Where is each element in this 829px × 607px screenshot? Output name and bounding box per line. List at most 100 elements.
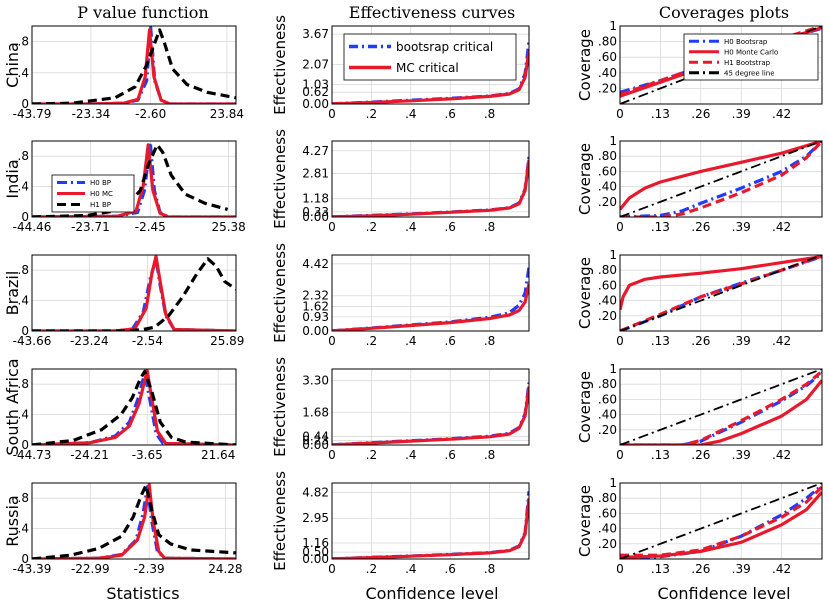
x-tick-label: .39 xyxy=(732,562,751,576)
series-line-h1-bootstrap xyxy=(620,255,822,331)
x-tick-label: .42 xyxy=(772,334,791,348)
y-tick-label: 4.27 xyxy=(302,144,329,158)
y-tick-label: 3.30 xyxy=(302,374,329,388)
y-tick-label: 0.93 xyxy=(302,310,329,324)
row-label-brazil: Brazil xyxy=(3,271,22,316)
x-tick-label: -2.60 xyxy=(135,107,166,121)
column-title-p-value: P value function xyxy=(77,3,208,22)
y-axis-label: Coverage xyxy=(576,29,594,101)
x-tick-label: .8 xyxy=(484,107,495,121)
x-tick-label: 0 xyxy=(328,220,336,234)
plot-frame xyxy=(31,140,237,218)
legend-box xyxy=(343,33,517,81)
y-tick-label: 0.00 xyxy=(302,324,329,338)
y-tick-label: 0.00 xyxy=(302,552,329,566)
series-line-45-degree-line xyxy=(620,141,822,217)
x-tick-label: .6 xyxy=(444,220,455,234)
legend-entry-label: H0 Bootsrap xyxy=(724,38,768,46)
y-tick-label: .40 xyxy=(598,66,617,80)
x-tick-label: .26 xyxy=(691,448,710,462)
x-tick-label: -43.39 xyxy=(13,562,52,576)
plot-area xyxy=(31,368,237,446)
x-tick-label: .4 xyxy=(405,334,416,348)
y-tick-label: 1 xyxy=(609,362,617,376)
series-group xyxy=(332,41,529,104)
x-tick-label: .6 xyxy=(444,448,455,462)
panel-russia-1: 0 .2 .4 .6 .8 0.000.501.16 2.95 4.82 Effectivene… xyxy=(271,471,530,576)
x-tick-label: .2 xyxy=(366,562,377,576)
plot-area xyxy=(331,254,530,332)
panel-brazil-1: 0 .2 .4 .6 .8 0.000.931.622.32 4.42 Effectivene… xyxy=(271,243,530,348)
x-tick-label: .42 xyxy=(772,448,791,462)
y-tick-label: 1.62 xyxy=(302,299,329,313)
y-tick-label: .20 xyxy=(598,309,617,323)
series-line-mc-critical xyxy=(332,50,529,104)
plot-frame xyxy=(619,368,823,446)
x-tick-label: .26 xyxy=(691,334,710,348)
plot-frame xyxy=(619,482,823,560)
y-tick-label: 0.33 xyxy=(302,205,329,219)
series-line-mc-critical xyxy=(332,386,529,445)
series-line-mc-critical xyxy=(332,159,529,217)
x-tick-label: .39 xyxy=(732,448,751,462)
x-tick-label: .4 xyxy=(405,220,416,234)
y-axis-label: Effectiveness xyxy=(271,243,289,343)
y-axis-label: Effectiveness xyxy=(271,357,289,457)
x-tick-label: 24.28 xyxy=(208,562,242,576)
column-title-coverage: Coverages plots xyxy=(659,3,789,22)
series-line-45-degree-line xyxy=(620,255,822,331)
column-title-effectiveness: Effectiveness curves xyxy=(349,3,515,22)
y-tick-label: .4 xyxy=(18,408,29,422)
y-tick-label: .60 xyxy=(598,278,617,292)
y-tick-label: 4.82 xyxy=(302,485,329,499)
y-tick-label: 0.00 xyxy=(302,210,329,224)
series-line-45-degree-line xyxy=(620,369,822,445)
series-line-h1-bp xyxy=(32,28,236,104)
series-line-h1-bp xyxy=(32,257,236,331)
series-group xyxy=(332,156,529,217)
y-tick-label: .80 xyxy=(598,377,617,391)
y-axis-label: Effectiveness xyxy=(271,15,289,115)
y-tick-label: .8 xyxy=(18,35,29,49)
y-tick-label: 0.00 xyxy=(302,97,329,111)
x-tick-label: .26 xyxy=(691,220,710,234)
x-tick-label: .2 xyxy=(366,220,377,234)
x-tick-label: 0 xyxy=(616,448,624,462)
series-line-h0-bootsrap xyxy=(620,141,822,217)
x-tick-label: 0 xyxy=(616,334,624,348)
series-group xyxy=(32,483,236,559)
y-tick-label: 1 xyxy=(609,248,617,262)
x-tick-label: .4 xyxy=(405,448,416,462)
row-label-india: India xyxy=(3,159,22,198)
series-line-h0-mc xyxy=(32,369,236,445)
y-tick-label: .60 xyxy=(598,164,617,178)
series-line-h0-mc xyxy=(32,255,236,331)
y-tick-label: .80 xyxy=(598,35,617,49)
plot-frame xyxy=(619,140,823,218)
legend: bootsrap critical MC critical xyxy=(343,33,517,81)
x-tick-label: -23.71 xyxy=(71,220,110,234)
y-tick-label: .60 xyxy=(598,392,617,406)
x-tick-label: .4 xyxy=(405,562,416,576)
y-tick-label: .4 xyxy=(18,522,29,536)
legend-entry-label: MC critical xyxy=(396,61,459,75)
x-tick-label: .26 xyxy=(691,107,710,121)
x-tick-label: .2 xyxy=(366,107,377,121)
x-tick-label: .13 xyxy=(651,220,670,234)
row-label-china: China xyxy=(3,42,22,88)
series-line-mc-critical xyxy=(332,283,529,331)
y-tick-label: 2.81 xyxy=(302,166,329,180)
x-tick-label: 0 xyxy=(328,448,336,462)
y-tick-label: 2.95 xyxy=(302,511,329,525)
plot-area xyxy=(31,482,237,560)
y-axis-label: Effectiveness xyxy=(271,471,289,571)
x-tick-label: 0 xyxy=(616,107,624,121)
xlabel-confidence-level-mid: Confidence level xyxy=(365,584,498,603)
legend-box xyxy=(683,33,819,81)
y-tick-label: 0.44 xyxy=(302,429,329,443)
series-line-h1-bp xyxy=(32,483,236,559)
